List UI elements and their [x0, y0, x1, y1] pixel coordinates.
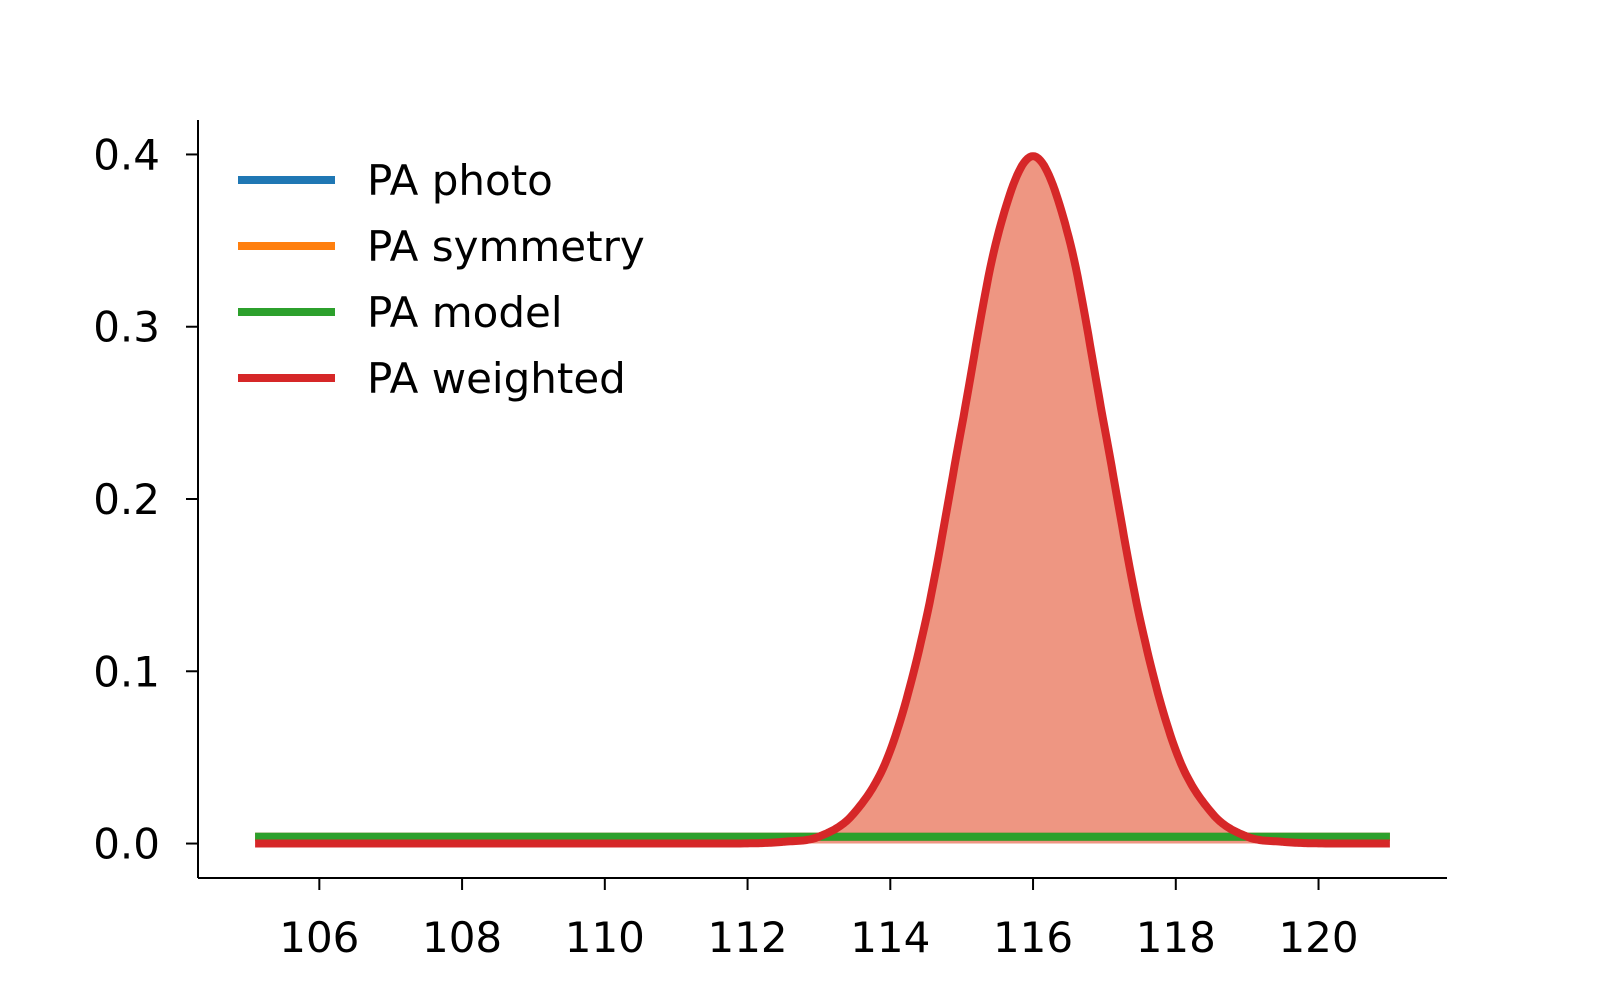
x-tick-label: 106 [279, 913, 359, 962]
legend-label: PA weighted [367, 354, 626, 403]
x-ticks: 106 108 110 112 114 116 118 120 [279, 878, 1359, 962]
series-fill-pa-weighted [255, 156, 1390, 844]
x-tick-label: 112 [707, 913, 787, 962]
legend-label: PA photo [367, 156, 553, 205]
legend-item-pa-photo: PA photo [238, 156, 553, 205]
y-tick-label: 0.1 [93, 647, 160, 696]
x-tick-label: 108 [422, 913, 502, 962]
legend-label: PA symmetry [367, 222, 645, 271]
x-tick-label: 120 [1278, 913, 1358, 962]
y-tick-label: 0.4 [93, 130, 160, 179]
x-tick-label: 110 [565, 913, 645, 962]
y-tick-label: 0.0 [93, 820, 160, 869]
series-line-pa-weighted [255, 152, 1391, 848]
y-tick-label: 0.2 [93, 475, 160, 524]
x-tick-label: 116 [993, 913, 1073, 962]
legend-label: PA model [367, 288, 563, 337]
legend-item-pa-model: PA model [238, 288, 563, 337]
series-lines [255, 152, 1391, 848]
axes: 106 108 110 112 114 116 118 120 0.0 0.1 0.2 0.3 0.4 [93, 120, 1447, 962]
x-tick-label: 114 [850, 913, 930, 962]
y-ticks: 0.0 0.1 0.2 0.3 0.4 [93, 130, 198, 869]
legend-item-pa-symmetry: PA symmetry [238, 222, 645, 271]
series-fills [255, 156, 1390, 844]
x-tick-label: 118 [1136, 913, 1216, 962]
legend: PA photo PA symmetry PA model PA weighted [238, 156, 645, 403]
legend-item-pa-weighted: PA weighted [238, 354, 626, 403]
y-tick-label: 0.3 [93, 303, 160, 352]
